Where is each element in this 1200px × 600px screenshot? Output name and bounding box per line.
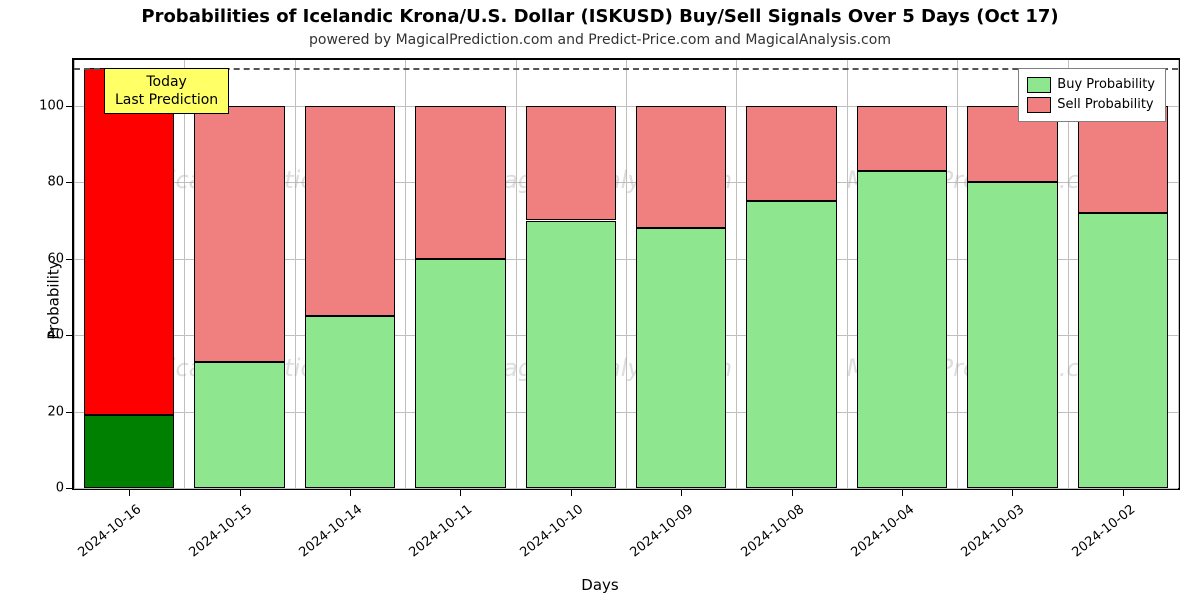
bar-sell [415, 106, 506, 259]
xtick-mark [350, 490, 351, 496]
bar-sell [194, 106, 285, 362]
bar-buy [746, 201, 837, 488]
bar-buy [305, 316, 396, 488]
legend-label-buy: Buy Probability [1057, 75, 1155, 95]
bar-buy [84, 415, 175, 488]
today-callout: Today Last Prediction [104, 68, 229, 114]
xtick-label: 2024-10-02 [1066, 502, 1138, 563]
bar-buy [194, 362, 285, 488]
ytick-label: 40 [4, 328, 64, 343]
gridline-v [74, 60, 75, 488]
bar-buy [857, 171, 948, 488]
bar-sell [636, 106, 727, 228]
gridline-v [295, 60, 296, 488]
xtick-mark [129, 490, 130, 496]
ytick-label: 60 [4, 251, 64, 266]
bar-buy [1078, 213, 1169, 488]
bar-sell [84, 68, 175, 416]
chart-container: Probabilities of Icelandic Krona/U.S. Do… [0, 0, 1200, 600]
gridline-v [184, 60, 185, 488]
ytick-label: 100 [4, 98, 64, 113]
legend-item-sell: Sell Probability [1027, 95, 1155, 115]
reference-line [74, 68, 1178, 70]
xtick-label: 2024-10-10 [514, 502, 586, 563]
gridline-h [74, 488, 1178, 489]
callout-line-2: Last Prediction [115, 92, 218, 108]
xtick-label: 2024-10-09 [624, 502, 696, 563]
gridline-v [1178, 60, 1179, 488]
bar-buy [636, 228, 727, 488]
xtick-mark [902, 490, 903, 496]
legend-item-buy: Buy Probability [1027, 75, 1155, 95]
bar-sell [746, 106, 837, 202]
bar-buy [526, 221, 617, 489]
bar-sell [526, 106, 617, 221]
x-axis-label: Days [0, 576, 1200, 594]
legend: Buy Probability Sell Probability [1018, 68, 1166, 122]
chart-title: Probabilities of Icelandic Krona/U.S. Do… [0, 6, 1200, 27]
bar-buy [967, 182, 1058, 488]
gridline-v [516, 60, 517, 488]
ytick-label: 0 [4, 481, 64, 496]
gridline-v [405, 60, 406, 488]
xtick-mark [1012, 490, 1013, 496]
xtick-label: 2024-10-16 [72, 502, 144, 563]
bar-sell [305, 106, 396, 316]
xtick-label: 2024-10-15 [183, 502, 255, 563]
legend-swatch-buy [1027, 77, 1051, 93]
xtick-label: 2024-10-03 [955, 502, 1027, 563]
bar-sell [857, 106, 948, 171]
callout-line-1: Today [146, 74, 187, 90]
xtick-mark [792, 490, 793, 496]
gridline-v [626, 60, 627, 488]
gridline-v [1068, 60, 1069, 488]
xtick-mark [681, 490, 682, 496]
xtick-label: 2024-10-08 [735, 502, 807, 563]
bar-buy [415, 259, 506, 488]
xtick-label: 2024-10-14 [293, 502, 365, 563]
gridline-v [736, 60, 737, 488]
ytick-label: 80 [4, 175, 64, 190]
gridline-v [957, 60, 958, 488]
xtick-mark [571, 490, 572, 496]
legend-label-sell: Sell Probability [1057, 95, 1153, 115]
xtick-mark [240, 490, 241, 496]
xtick-label: 2024-10-04 [845, 502, 917, 563]
xtick-label: 2024-10-11 [403, 502, 475, 563]
xtick-mark [1123, 490, 1124, 496]
plot-area: MagicalPrediction.comMagicalAnalysis.com… [72, 58, 1180, 490]
gridline-v [847, 60, 848, 488]
xtick-mark [460, 490, 461, 496]
ytick-label: 20 [4, 404, 64, 419]
chart-subtitle: powered by MagicalPrediction.com and Pre… [0, 32, 1200, 48]
legend-swatch-sell [1027, 97, 1051, 113]
